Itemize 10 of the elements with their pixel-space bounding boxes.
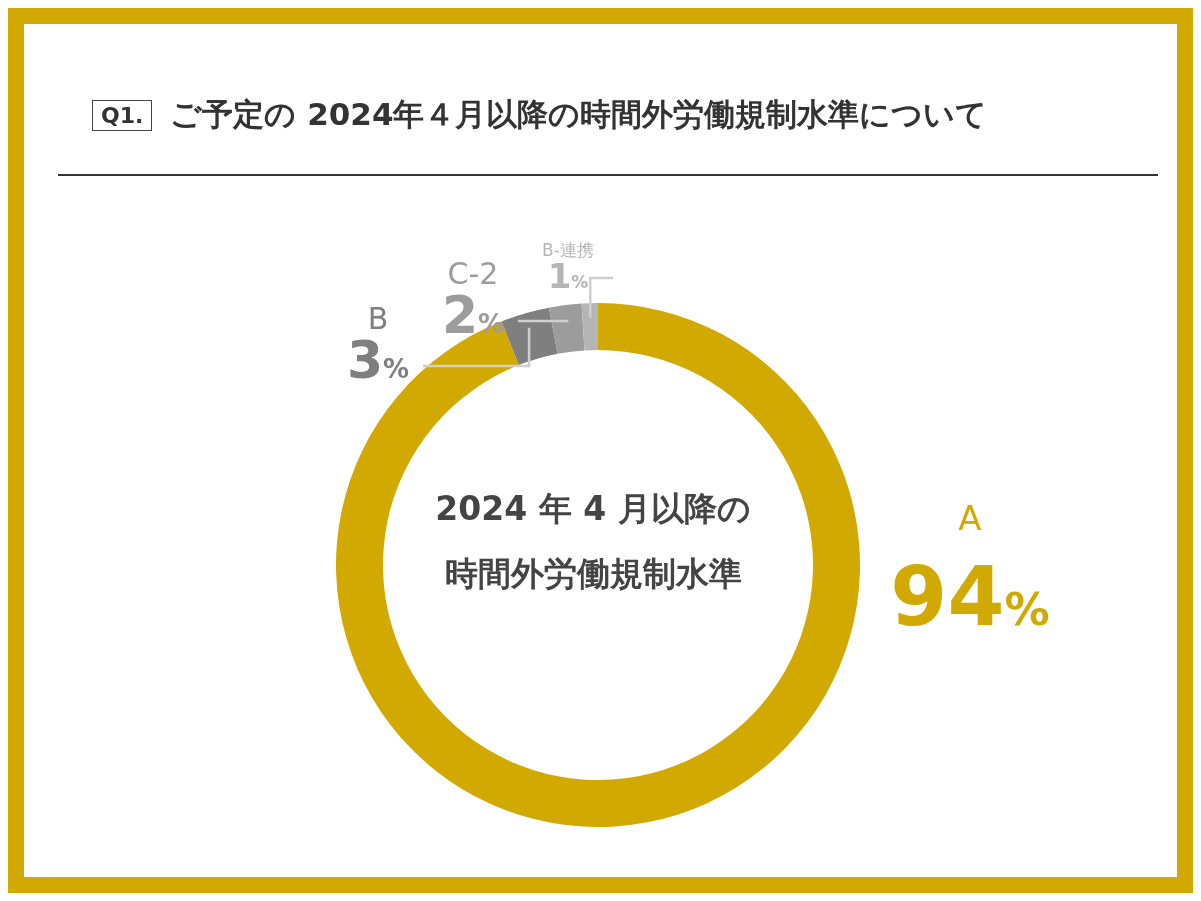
data-label: 94% <box>890 549 1050 644</box>
donut-slice <box>581 303 598 351</box>
text: 2024 年 4 月以降の <box>435 489 751 528</box>
slice-label: B-連携 <box>542 239 594 260</box>
slice-label: A <box>958 498 982 538</box>
chart-title: ご予定の 2024年４月以降の時間外労働規制水準について <box>170 95 988 134</box>
text: Q1. <box>92 99 153 131</box>
slice-label: C-2 <box>447 255 499 291</box>
donut-slice <box>548 303 585 354</box>
text: 時間外労働規制水準 <box>444 554 742 593</box>
